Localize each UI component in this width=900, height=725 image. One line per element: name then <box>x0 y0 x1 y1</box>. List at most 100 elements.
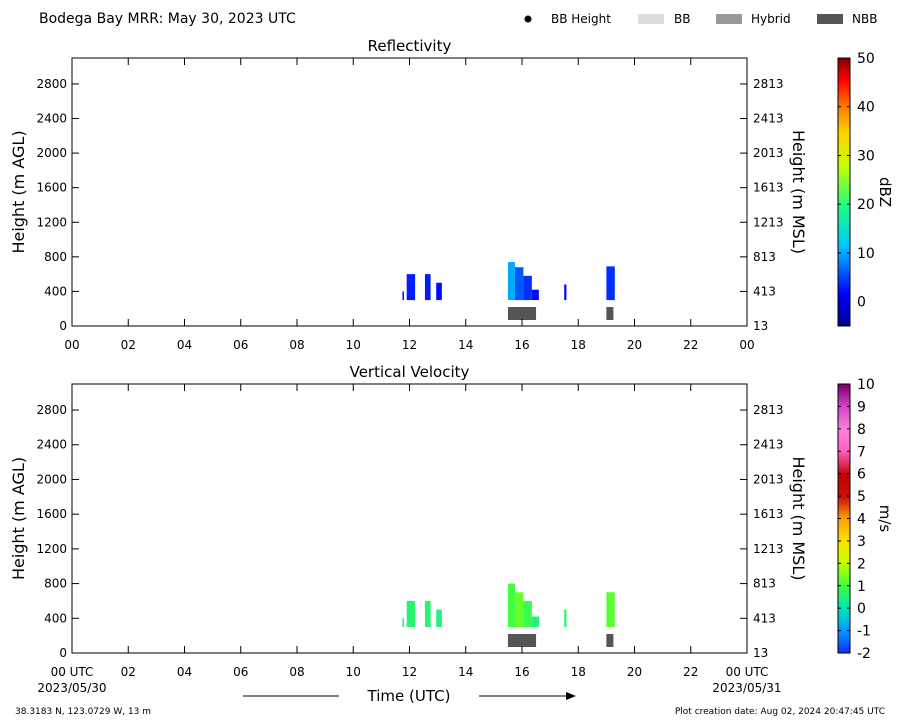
vertical-velocity-y-tick-label-right: 2013 <box>753 472 784 486</box>
reflectivity-y-tick-label-right: 2413 <box>753 112 784 126</box>
reflectivity-echo-column <box>523 275 532 301</box>
x-end-tick-label: 00 UTC <box>726 665 769 679</box>
reflectivity-y-tick-label-right: 2813 <box>753 77 784 91</box>
vertical-velocity-echo-column <box>514 592 524 627</box>
vertical-velocity-x-tick-label: 10 <box>346 665 361 679</box>
reflectivity-x-tick-label: 06 <box>233 338 248 352</box>
reflectivity-y-tick-label: 2400 <box>36 112 67 126</box>
reflectivity-x-tick-label: 00 <box>64 338 79 352</box>
vertical-velocity-y-tick-label-right: 2813 <box>753 403 784 417</box>
reflectivity-x-tick-label: 14 <box>458 338 473 352</box>
reflectivity-x-tick-label: 08 <box>289 338 304 352</box>
reflectivity-x-tick-label: 10 <box>346 338 361 352</box>
reflectivity-title: Reflectivity <box>368 37 452 55</box>
reflectivity-colorbar <box>837 57 851 327</box>
vertical-velocity-colorbar-tick-label: 10 <box>857 377 875 393</box>
reflectivity-y-tick-label: 400 <box>44 284 67 298</box>
reflectivity-echo-column <box>436 282 442 301</box>
vertical-velocity-x-tick-label: 16 <box>514 665 529 679</box>
reflectivity-echo-column <box>606 266 615 301</box>
vertical-velocity-y-axis-label: Height (m AGL) <box>9 457 28 580</box>
vertical-velocity-x-tick-label: 22 <box>683 665 698 679</box>
reflectivity-y-tick-label-right: 13 <box>753 319 768 333</box>
vertical-velocity-y-axis-label-right: Height (m MSL) <box>789 456 808 580</box>
vertical-velocity-colorbar-tick-label: 3 <box>857 534 866 550</box>
reflectivity-colorbar-tick-label: 30 <box>857 148 875 164</box>
vertical-velocity-colorbar-tick-label: 8 <box>857 422 866 438</box>
vertical-velocity-echo-column <box>606 592 615 627</box>
vertical-velocity-colorbar-tick-label: 0 <box>857 601 866 617</box>
reflectivity-y-tick-label-right: 413 <box>753 284 776 298</box>
vertical-velocity-echo-column <box>531 616 539 627</box>
legend-swatch-bb <box>638 14 664 24</box>
vertical-velocity-x-tick-label: 02 <box>121 665 136 679</box>
x-axis-label: Time (UTC) <box>367 687 451 705</box>
vertical-velocity-x-tick-label: 08 <box>289 665 304 679</box>
reflectivity-y-tick-label-right: 2013 <box>753 146 784 160</box>
reflectivity-colorbar-tick-label: 20 <box>857 197 875 213</box>
vertical-velocity-echo-column <box>424 600 431 627</box>
vertical-velocity-x-tick-label: 20 <box>627 665 642 679</box>
reflectivity-echo-column <box>514 267 524 301</box>
reflectivity-y-tick-label: 0 <box>59 319 67 333</box>
reflectivity-y-tick-label: 2800 <box>36 77 67 91</box>
reflectivity-echo-column <box>564 284 567 301</box>
vertical-velocity-y-tick-label-right: 813 <box>753 577 776 591</box>
vertical-velocity-colorbar-tick-label: 6 <box>857 467 866 483</box>
reflectivity-echo-column <box>531 289 539 301</box>
vertical-velocity-y-tick-label: 2400 <box>36 438 67 452</box>
right-arrow-icon <box>566 692 576 700</box>
reflectivity-colorbar-tick-label: 10 <box>857 246 875 262</box>
vertical-velocity-bright-band-nbb <box>507 634 537 647</box>
reflectivity-bright-band-nbb <box>606 307 614 320</box>
reflectivity-colorbar-label: dBZ <box>876 177 894 207</box>
vertical-velocity-echo-column <box>406 600 416 627</box>
vertical-velocity-y-tick-label: 1200 <box>36 542 67 556</box>
vertical-velocity-colorbar-tick-label: 2 <box>857 556 866 572</box>
reflectivity-x-tick-label: 16 <box>514 338 529 352</box>
reflectivity-y-tick-label: 800 <box>44 250 67 264</box>
legend-label-bb-height: BB Height <box>551 12 611 26</box>
location-text: 38.3183 N, 123.0729 W, 13 m <box>15 707 151 717</box>
vertical-velocity-colorbar-label: m/s <box>876 505 894 533</box>
reflectivity-echo-column <box>424 274 431 301</box>
legend-label-bb: BB <box>674 12 690 26</box>
vertical-velocity-echo-column <box>523 600 532 627</box>
x-start-tick-label: 00 UTC <box>51 665 94 679</box>
reflectivity-colorbar-tick-label: 50 <box>857 51 875 67</box>
vertical-velocity-title: Vertical Velocity <box>350 363 470 381</box>
reflectivity-y-tick-label: 2000 <box>36 146 67 160</box>
vertical-velocity-echo-column <box>402 618 404 627</box>
vertical-velocity-colorbar-tick-label: 7 <box>857 444 866 460</box>
vertical-velocity-colorbar-tick-label: 5 <box>857 489 866 505</box>
x-end-date: 2023/05/31 <box>712 681 781 695</box>
reflectivity-x-tick-label: 20 <box>627 338 642 352</box>
vertical-velocity-y-tick-label: 2000 <box>36 472 67 486</box>
creation-date-text: Plot creation date: Aug 02, 2024 20:47:4… <box>675 707 885 717</box>
reflectivity-y-tick-label: 1600 <box>36 181 67 195</box>
legend-label-hybrid: Hybrid <box>751 12 791 26</box>
reflectivity-x-tick-label: 02 <box>121 338 136 352</box>
vertical-velocity-x-tick-label: 18 <box>571 665 586 679</box>
vertical-velocity-y-tick-label: 400 <box>44 611 67 625</box>
vertical-velocity-echo-column <box>507 583 515 627</box>
vertical-velocity-y-tick-label: 800 <box>44 577 67 591</box>
vertical-velocity-colorbar-tick-label: 1 <box>857 579 866 595</box>
vertical-velocity-y-tick-label-right: 13 <box>753 646 768 660</box>
legend: BB Height BB Hybrid NBB <box>524 12 877 26</box>
vertical-velocity-x-tick-label: 14 <box>458 665 473 679</box>
vertical-velocity-colorbar-tick-label: -1 <box>857 624 871 640</box>
vertical-velocity-x-tick-label: 06 <box>233 665 248 679</box>
vertical-velocity-colorbar-tick-label: -2 <box>857 646 871 662</box>
vertical-velocity-echo-column <box>436 609 442 627</box>
legend-label-nbb: NBB <box>852 12 877 26</box>
reflectivity-x-tick-label: 12 <box>402 338 417 352</box>
vertical-velocity-y-tick-label-right: 413 <box>753 611 776 625</box>
vertical-velocity-y-tick-label: 0 <box>59 646 67 660</box>
vertical-velocity-y-tick-label-right: 1613 <box>753 507 784 521</box>
vertical-velocity-colorbar-tick-label: 9 <box>857 399 866 415</box>
vertical-velocity-bright-band-nbb <box>606 634 614 647</box>
reflectivity-x-tick-label: 18 <box>571 338 586 352</box>
vertical-velocity-y-tick-label-right: 1213 <box>753 542 784 556</box>
